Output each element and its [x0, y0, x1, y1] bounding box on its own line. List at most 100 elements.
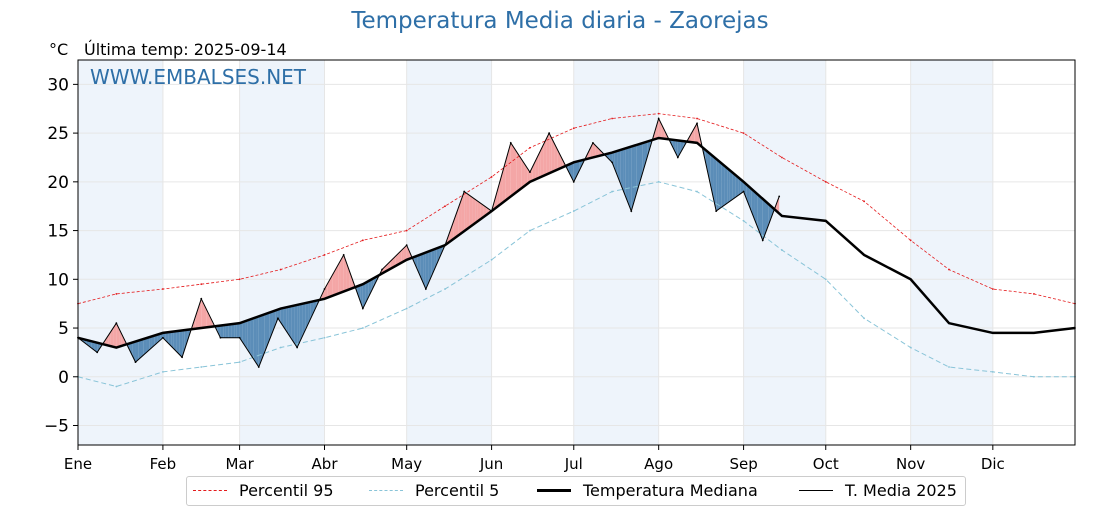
y-tick-label: 10 — [47, 270, 69, 290]
anomaly-below-fill — [239, 322, 243, 342]
anomaly-below-fill — [760, 196, 763, 241]
anomaly-below-fill — [431, 249, 435, 277]
anomaly-above-fill — [477, 201, 481, 222]
anomaly-above-fill — [403, 245, 407, 262]
legend-line-p95 — [193, 490, 227, 491]
anomaly-below-fill — [179, 330, 183, 358]
anomaly-below-fill — [162, 332, 166, 341]
point-median — [361, 283, 364, 286]
anomaly-above-fill — [343, 254, 347, 292]
anomaly-above-fill — [335, 264, 339, 295]
anomaly-above-fill — [508, 142, 511, 199]
x-tick-label: Jul — [564, 455, 583, 473]
point-p5 — [405, 307, 408, 310]
anomaly-below-fill — [140, 338, 144, 358]
y-tick-label: 0 — [58, 368, 69, 388]
point-p95 — [824, 180, 827, 183]
anomaly-below-fill — [275, 309, 278, 326]
anomaly-below-fill — [620, 149, 624, 191]
anomaly-below-fill — [765, 201, 769, 234]
anomaly-below-fill — [138, 339, 141, 360]
anomaly-below-fill — [247, 319, 251, 355]
anomaly-above-fill — [549, 133, 552, 174]
anomaly-below-fill — [371, 278, 374, 292]
anomaly-below-fill — [264, 313, 267, 354]
point-year-2025 — [342, 254, 345, 256]
point-median — [696, 141, 698, 144]
x-tick-label: Abr — [312, 455, 339, 473]
point-p95 — [323, 254, 326, 256]
anomaly-below-fill — [171, 331, 174, 349]
point-p95 — [696, 117, 698, 120]
anomaly-below-fill — [266, 312, 270, 347]
anomaly-below-fill — [625, 147, 629, 205]
anomaly-above-fill — [494, 191, 498, 209]
anomaly-below-fill — [223, 324, 226, 338]
anomaly-above-fill — [510, 142, 514, 197]
legend: Percentil 95 Percentil 5 Temperatura Med… — [186, 476, 966, 506]
anomaly-below-fill — [143, 338, 147, 355]
anomaly-above-fill — [398, 250, 402, 265]
point-year-2025 — [548, 132, 551, 135]
anomaly-above-fill — [469, 195, 473, 228]
point-year-2025 — [742, 190, 745, 193]
legend-label-p5: Percentil 5 — [415, 481, 500, 500]
point-year-2025 — [181, 356, 183, 359]
point-p95 — [1033, 293, 1035, 295]
anomaly-above-fill — [497, 181, 500, 207]
anomaly-below-fill — [231, 323, 235, 338]
point-year-2025 — [592, 141, 594, 144]
anomaly-below-fill — [428, 250, 432, 283]
point-p5 — [323, 336, 326, 339]
point-p5 — [572, 210, 575, 212]
x-tick-label: Dic — [981, 455, 1005, 473]
anomaly-above-fill — [209, 315, 213, 327]
anomaly-below-fill — [151, 335, 155, 348]
anomaly-below-fill — [623, 148, 626, 198]
anomaly-below-fill — [365, 281, 369, 303]
point-median — [824, 219, 827, 222]
point-median — [611, 151, 614, 154]
anomaly-above-fill — [688, 133, 692, 143]
anomaly-below-fill — [707, 152, 711, 187]
anomaly-below-fill — [680, 140, 684, 153]
anomaly-below-fill — [743, 181, 747, 199]
anomaly-above-fill — [201, 298, 204, 329]
anomaly-below-fill — [242, 321, 246, 347]
y-tick-label: 25 — [47, 124, 69, 144]
anomaly-above-fill — [543, 138, 547, 176]
point-year-2025 — [529, 171, 531, 173]
point-p5 — [162, 370, 164, 373]
anomaly-below-fill — [217, 325, 221, 338]
point-p95 — [991, 288, 994, 290]
point-p5 — [1033, 375, 1035, 378]
anomaly-above-fill — [461, 191, 465, 234]
point-p5 — [200, 366, 203, 368]
anomaly-above-fill — [502, 162, 506, 203]
anomaly-below-fill — [94, 341, 98, 353]
point-p95 — [657, 112, 660, 115]
anomaly-above-fill — [466, 193, 470, 230]
anomaly-above-fill — [694, 123, 698, 143]
legend-line-median — [537, 489, 571, 492]
anomaly-below-fill — [261, 314, 265, 361]
anomaly-above-fill — [540, 144, 544, 177]
anomaly-below-fill — [228, 324, 232, 338]
anomaly-above-fill — [513, 147, 517, 195]
y-tick-label: −5 — [44, 417, 69, 437]
point-p95 — [279, 268, 282, 271]
anomaly-below-fill — [286, 306, 289, 335]
anomaly-above-fill — [524, 163, 528, 187]
point-year-2025 — [424, 288, 427, 290]
anomaly-above-fill — [587, 148, 591, 159]
anomaly-below-fill — [135, 340, 139, 363]
anomaly-below-fill — [727, 168, 730, 204]
anomaly-below-fill — [305, 302, 309, 330]
point-year-2025 — [490, 210, 493, 212]
anomaly-below-fill — [280, 307, 284, 327]
anomaly-above-fill — [535, 155, 539, 180]
point-median — [162, 332, 164, 334]
point-year-2025 — [219, 336, 222, 339]
point-p5 — [991, 370, 994, 373]
anomaly-above-fill — [349, 270, 352, 290]
